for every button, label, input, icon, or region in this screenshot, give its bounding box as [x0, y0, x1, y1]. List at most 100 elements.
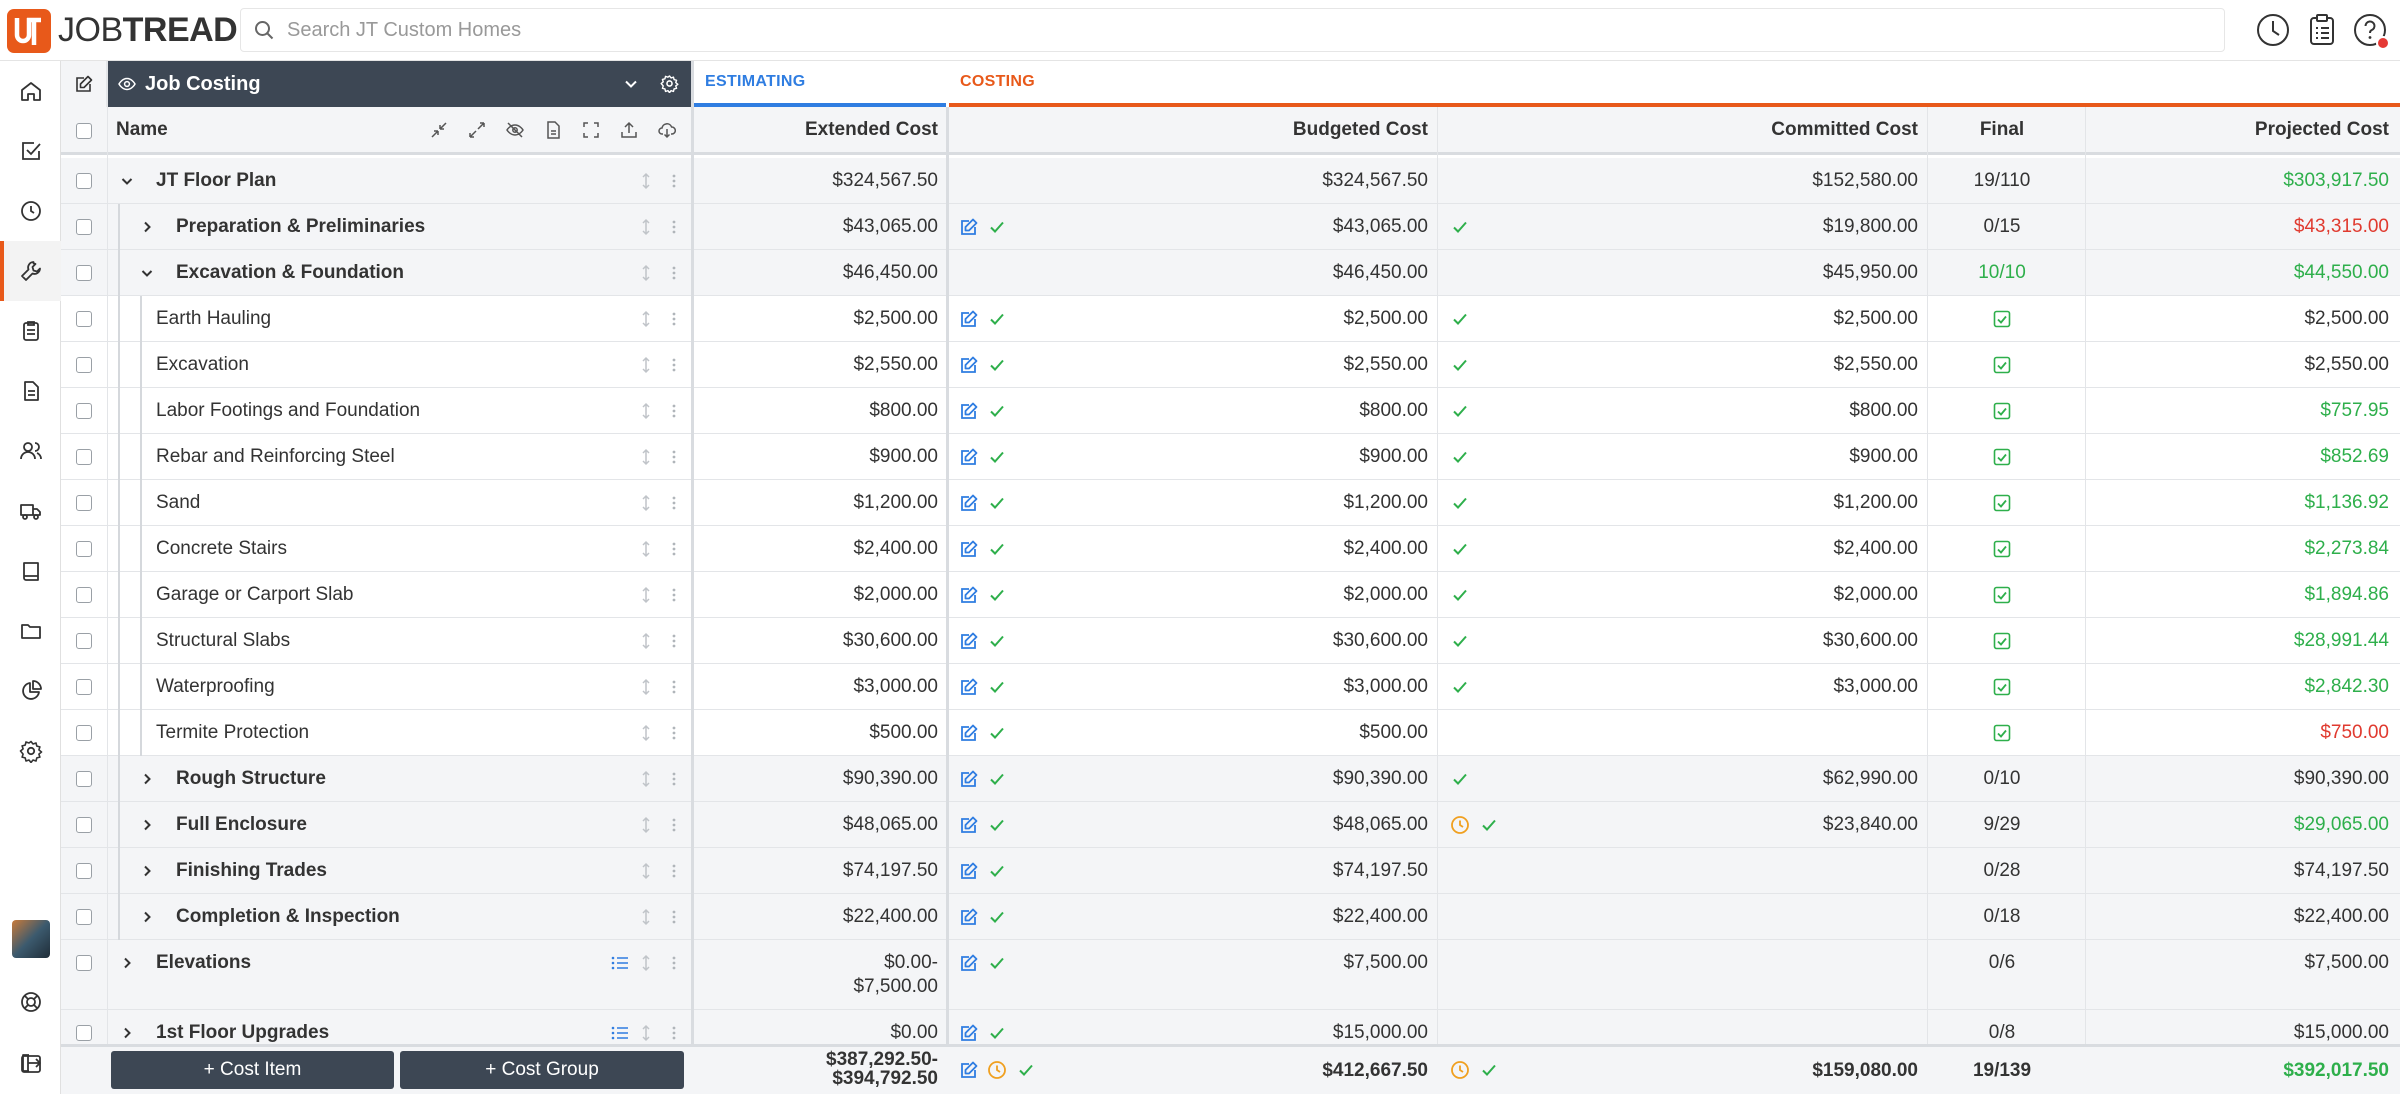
column-name[interactable]: Name — [116, 118, 168, 140]
drag-handle-icon[interactable] — [640, 724, 652, 742]
drag-handle-icon[interactable] — [640, 310, 652, 328]
more-options-icon[interactable] — [671, 909, 677, 925]
drag-handle-icon[interactable] — [640, 1024, 652, 1042]
drag-handle-icon[interactable] — [640, 954, 652, 972]
more-options-icon[interactable] — [671, 679, 677, 695]
column-projected-cost[interactable]: Projected Cost — [2254, 118, 2389, 140]
drag-handle-icon[interactable] — [640, 172, 652, 190]
drag-handle-icon[interactable] — [640, 770, 652, 788]
drag-handle-icon[interactable] — [640, 678, 652, 696]
row-name[interactable]: Completion & Inspection — [176, 906, 400, 927]
sidebar-jobs[interactable] — [0, 241, 61, 301]
edit-icon[interactable] — [959, 493, 979, 513]
sidebar-documents[interactable] — [0, 361, 61, 421]
more-options-icon[interactable] — [671, 587, 677, 603]
drag-handle-icon[interactable] — [640, 586, 652, 604]
row-checkbox[interactable] — [76, 495, 92, 511]
clipboard-list-icon[interactable] — [2304, 12, 2340, 48]
sidebar-time[interactable] — [0, 181, 61, 241]
drag-handle-icon[interactable] — [640, 632, 652, 650]
add-cost-group-button[interactable]: + Cost Group — [400, 1051, 684, 1089]
more-options-icon[interactable] — [671, 955, 677, 971]
row-checkbox[interactable] — [76, 587, 92, 603]
row-checkbox[interactable] — [76, 541, 92, 557]
drag-handle-icon[interactable] — [640, 264, 652, 282]
row-name[interactable]: Waterproofing — [156, 676, 275, 697]
row-checkbox[interactable] — [76, 771, 92, 787]
expand-toggle[interactable] — [120, 174, 134, 188]
final-checkbox-icon[interactable] — [1993, 540, 2011, 558]
jobtread-logo-icon[interactable] — [7, 9, 51, 53]
drag-handle-icon[interactable] — [640, 908, 652, 926]
row-name[interactable]: 1st Floor Upgrades — [156, 1022, 330, 1043]
row-name[interactable]: Finishing Trades — [176, 860, 327, 881]
edit-icon[interactable] — [959, 217, 979, 237]
user-avatar[interactable] — [12, 920, 50, 958]
edit-icon[interactable] — [959, 447, 979, 467]
edit-icon[interactable] — [959, 355, 979, 375]
row-name[interactable]: Full Enclosure — [176, 814, 307, 835]
drag-handle-icon[interactable] — [640, 448, 652, 466]
row-name[interactable]: JT Floor Plan — [156, 170, 277, 191]
edit-icon[interactable] — [959, 1023, 979, 1043]
sidebar-support[interactable] — [0, 972, 61, 1032]
more-options-icon[interactable] — [671, 265, 677, 281]
sidebar-contacts[interactable] — [0, 421, 61, 481]
row-checkbox[interactable] — [76, 1025, 92, 1041]
more-options-icon[interactable] — [671, 1025, 677, 1041]
row-name[interactable]: Rebar and Reinforcing Steel — [156, 446, 395, 467]
hide-icon[interactable] — [506, 121, 524, 139]
search-input[interactable] — [287, 9, 2187, 51]
expand-all-icon[interactable] — [468, 121, 486, 139]
edit-icon[interactable] — [959, 1060, 979, 1080]
column-committed-cost[interactable]: Committed Cost — [1771, 118, 1918, 140]
more-options-icon[interactable] — [671, 403, 677, 419]
row-checkbox[interactable] — [76, 817, 92, 833]
row-name[interactable]: Preparation & Preliminaries — [176, 216, 426, 237]
row-checkbox[interactable] — [76, 265, 92, 281]
row-checkbox[interactable] — [76, 909, 92, 925]
more-options-icon[interactable] — [671, 771, 677, 787]
row-checkbox[interactable] — [76, 311, 92, 327]
final-checkbox-icon[interactable] — [1993, 494, 2011, 512]
edit-icon[interactable] — [959, 769, 979, 789]
more-options-icon[interactable] — [671, 219, 677, 235]
row-name[interactable]: Garage or Carport Slab — [156, 584, 354, 605]
edit-icon[interactable] — [959, 539, 979, 559]
row-checkbox[interactable] — [76, 679, 92, 695]
final-checkbox-icon[interactable] — [1993, 448, 2011, 466]
row-name[interactable]: Excavation & Foundation — [176, 262, 405, 283]
sidebar-tasks[interactable] — [0, 121, 61, 181]
drag-handle-icon[interactable] — [640, 218, 652, 236]
row-checkbox[interactable] — [76, 449, 92, 465]
final-checkbox-icon[interactable] — [1993, 724, 2011, 742]
edit-icon[interactable] — [959, 861, 979, 881]
edit-icon[interactable] — [959, 953, 979, 973]
sidebar-settings[interactable] — [0, 721, 61, 781]
upload-icon[interactable] — [620, 121, 638, 139]
row-checkbox[interactable] — [76, 219, 92, 235]
row-checkbox[interactable] — [76, 725, 92, 741]
row-checkbox[interactable] — [76, 633, 92, 649]
drag-handle-icon[interactable] — [640, 816, 652, 834]
row-checkbox[interactable] — [76, 863, 92, 879]
drag-handle-icon[interactable] — [640, 402, 652, 420]
file-icon[interactable] — [544, 121, 562, 139]
more-options-icon[interactable] — [671, 863, 677, 879]
final-checkbox-icon[interactable] — [1993, 678, 2011, 696]
row-checkbox[interactable] — [76, 173, 92, 189]
drag-handle-icon[interactable] — [640, 540, 652, 558]
row-checkbox[interactable] — [76, 357, 92, 373]
add-cost-item-button[interactable]: + Cost Item — [111, 1051, 394, 1089]
time-clock-icon[interactable] — [2255, 12, 2291, 48]
sidebar-toggle[interactable] — [0, 1033, 61, 1094]
row-checkbox[interactable] — [76, 403, 92, 419]
chevron-down-icon[interactable] — [624, 77, 638, 91]
row-name[interactable]: Structural Slabs — [156, 630, 291, 651]
row-name[interactable]: Excavation — [156, 354, 249, 375]
more-options-icon[interactable] — [671, 311, 677, 327]
view-selector[interactable]: Job Costing — [107, 61, 691, 107]
drag-handle-icon[interactable] — [640, 862, 652, 880]
edit-icon[interactable] — [959, 309, 979, 329]
column-final[interactable]: Final — [1979, 118, 2025, 140]
